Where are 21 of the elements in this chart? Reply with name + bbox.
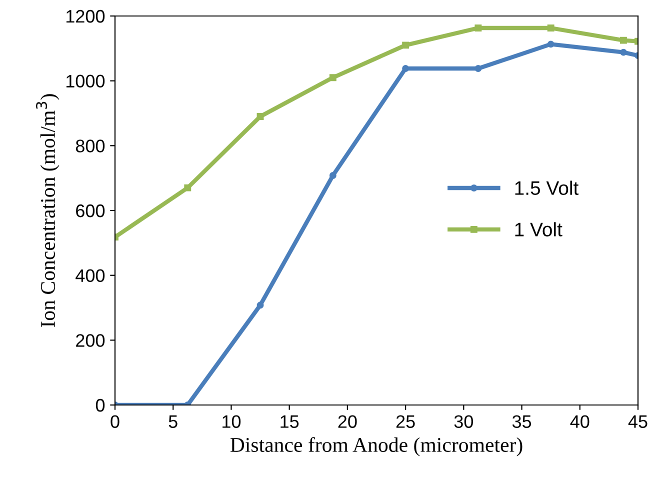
x-tick-label: 5 — [168, 415, 178, 428]
y-tick-label: 1200 — [66, 10, 105, 23]
x-axis-title: Distance from Anode (micrometer) — [230, 437, 522, 456]
y-tick-label: 200 — [76, 334, 105, 347]
y-tick-label: 600 — [76, 204, 105, 218]
y-axis-title: Ion Concentration (mol/m$^{3}$) — [36, 94, 60, 328]
x-tick-label: 20 — [338, 415, 357, 428]
legend-label: 1 Volt — [515, 222, 562, 236]
x-tick-label: 0 — [110, 415, 120, 428]
y-tick-label: 400 — [76, 269, 105, 282]
y-tick-label: 1000 — [66, 74, 105, 88]
y-tick-label: 0 — [96, 398, 105, 412]
x-tick-label: 40 — [570, 415, 590, 428]
y-tick-label: 800 — [76, 140, 105, 152]
x-tick-label: 25 — [396, 415, 415, 428]
x-tick-label: 15 — [280, 415, 299, 428]
x-tick-label: 30 — [454, 415, 474, 428]
x-tick-label: 45 — [628, 415, 648, 428]
x-tick-label: 35 — [512, 415, 532, 428]
x-tick-label: 10 — [222, 415, 241, 428]
legend-label: 1.5 Volt — [515, 180, 579, 195]
